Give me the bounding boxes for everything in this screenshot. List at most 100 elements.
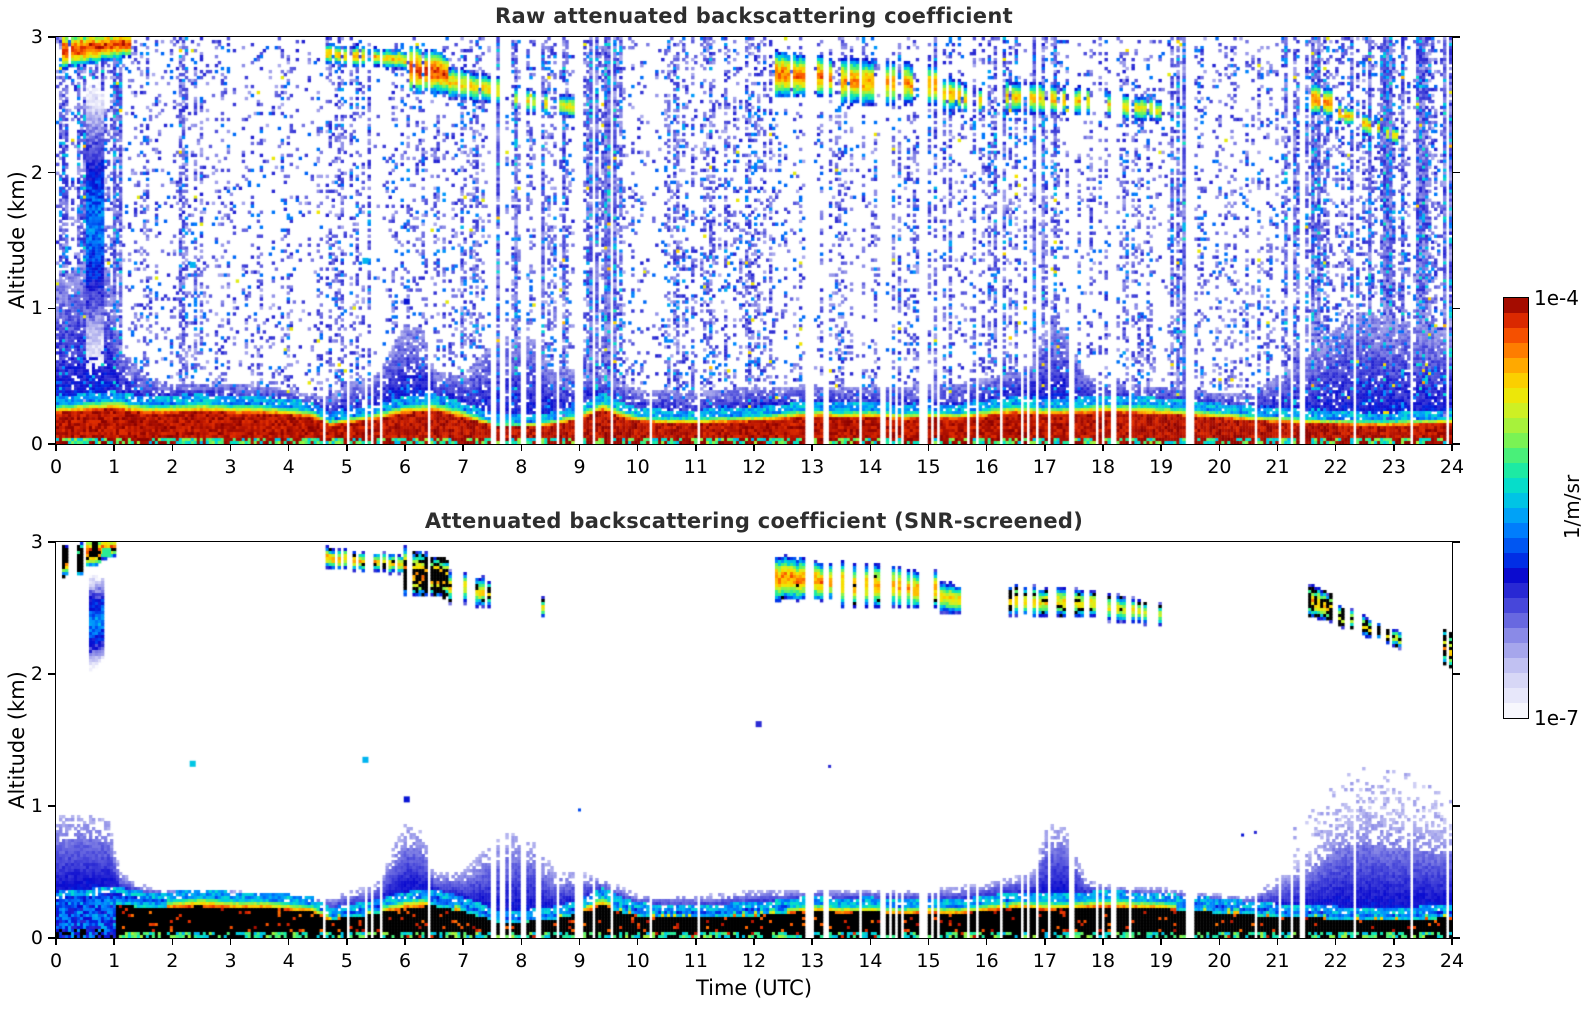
colorbar-step [1504, 463, 1528, 478]
x-tick-label: 11 [683, 950, 708, 972]
y-tick-mark-right [1453, 673, 1460, 675]
screened-heatmap-canvas [56, 542, 1452, 938]
x-tick-mark [1044, 938, 1046, 945]
x-tick-mark [927, 938, 930, 945]
colorbar-step [1504, 643, 1528, 658]
colorbar [1503, 297, 1529, 719]
colorbar-step [1504, 703, 1528, 718]
colorbar-step [1504, 313, 1528, 328]
x-tick-mark [1451, 938, 1453, 945]
y-tick-mark [48, 443, 55, 445]
x-tick-mark [404, 444, 406, 451]
colorbar-unit-label: 1/m/sr [1560, 474, 1584, 540]
x-tick-label: 9 [573, 950, 586, 972]
x-tick-label: 19 [1149, 456, 1174, 478]
colorbar-step [1504, 493, 1528, 508]
y-tick-mark [48, 673, 55, 675]
x-tick-mark [695, 938, 697, 945]
x-tick-mark [1393, 444, 1395, 451]
x-tick-mark [1276, 444, 1279, 451]
x-tick-label: 23 [1381, 950, 1406, 972]
colorbar-step [1504, 388, 1528, 403]
y-tick-mark-right [1453, 937, 1460, 939]
y-tick-label: 1 [30, 795, 43, 817]
x-tick-label: 21 [1265, 950, 1290, 972]
x-tick-label: 1 [108, 950, 121, 972]
x-tick-mark [695, 444, 697, 451]
time-axis-label: Time (UTC) [695, 976, 813, 1000]
x-tick-mark [1218, 938, 1221, 945]
x-tick-mark [1102, 444, 1104, 451]
x-tick-mark [1451, 444, 1453, 451]
x-tick-mark [346, 444, 348, 451]
colorbar-step [1504, 523, 1528, 538]
x-tick-label: 16 [974, 456, 999, 478]
x-tick-label: 0 [49, 456, 63, 478]
y-tick-mark-right [1453, 36, 1460, 38]
colorbar-step [1504, 448, 1528, 463]
colorbar-step [1504, 508, 1528, 523]
x-tick-label: 22 [1323, 456, 1348, 478]
x-tick-mark [927, 444, 930, 451]
colorbar-step [1504, 598, 1528, 613]
x-tick-label: 0 [49, 950, 63, 972]
x-tick-label: 6 [398, 950, 412, 972]
x-tick-mark [462, 444, 464, 451]
y-tick-mark-right [1453, 541, 1460, 543]
x-tick-mark [229, 938, 232, 945]
x-tick-label: 7 [457, 456, 470, 478]
x-tick-label: 3 [224, 950, 237, 972]
x-tick-label: 8 [515, 950, 528, 972]
y-tick-mark-right [1453, 307, 1460, 310]
x-tick-label: 15 [916, 456, 941, 478]
colorbar-step [1504, 553, 1528, 568]
x-tick-mark [811, 938, 813, 945]
y-tick-mark [48, 36, 55, 38]
x-tick-label: 15 [916, 950, 941, 972]
x-tick-mark [520, 444, 523, 451]
x-tick-mark [113, 938, 115, 945]
x-tick-mark [753, 444, 755, 451]
colorbar-step [1504, 373, 1528, 388]
x-tick-label: 9 [573, 456, 586, 478]
x-tick-mark [1393, 938, 1395, 945]
raw-heatmap-canvas [56, 37, 1452, 444]
colorbar-step [1504, 328, 1528, 343]
y-tick-label: 1 [30, 297, 43, 320]
x-tick-label: 14 [858, 950, 883, 972]
x-tick-mark [753, 938, 755, 945]
x-tick-label: 16 [974, 950, 999, 972]
x-tick-mark [1218, 444, 1221, 451]
y-tick-mark [48, 541, 55, 543]
colorbar-step [1504, 688, 1528, 703]
raw-altitude-axis-label: Altitude (km) [5, 171, 29, 309]
y-tick-label: 0 [30, 927, 43, 949]
y-tick-mark [48, 937, 55, 939]
y-tick-label: 3 [30, 531, 43, 553]
colorbar-step [1504, 418, 1528, 433]
x-tick-mark [287, 938, 290, 945]
y-tick-label: 3 [30, 26, 43, 48]
y-tick-mark [48, 171, 55, 174]
screened-altitude-axis-label: Altitude (km) [5, 671, 29, 809]
x-tick-mark [55, 444, 57, 451]
x-tick-mark [1160, 938, 1162, 945]
x-tick-mark [287, 444, 290, 451]
x-tick-mark [869, 444, 872, 451]
x-tick-mark [985, 938, 988, 945]
colorbar-step [1504, 538, 1528, 553]
x-tick-mark [578, 444, 581, 451]
x-tick-label: 8 [515, 456, 528, 478]
y-tick-label: 0 [30, 433, 43, 455]
x-tick-label: 4 [282, 950, 295, 972]
colorbar-min-label: 1e-7 [1534, 706, 1579, 730]
y-tick-label: 2 [30, 663, 43, 685]
x-tick-label: 22 [1323, 950, 1348, 972]
colorbar-step [1504, 568, 1528, 583]
colorbar-step [1504, 628, 1528, 643]
x-tick-mark [1102, 938, 1104, 945]
x-tick-label: 18 [1090, 456, 1116, 478]
x-tick-mark [404, 938, 406, 945]
colorbar-step [1504, 358, 1528, 373]
